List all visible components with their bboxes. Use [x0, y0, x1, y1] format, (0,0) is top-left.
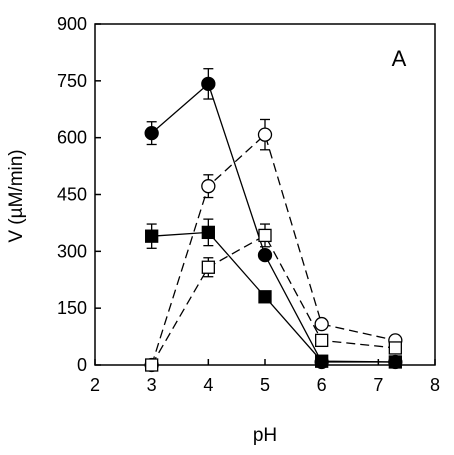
y-tick-label: 300 — [57, 241, 87, 261]
x-tick-label: 4 — [203, 375, 213, 395]
y-tick-label: 600 — [57, 128, 87, 148]
y-tick-label: 450 — [57, 185, 87, 205]
series-1-line — [151, 82, 396, 363]
x-tick-label: 8 — [430, 375, 440, 395]
x-tick-label: 7 — [373, 375, 383, 395]
series-2-line — [151, 133, 396, 366]
plot-frame — [94, 23, 436, 366]
data-point — [257, 127, 273, 142]
y-tick-label: 750 — [57, 71, 87, 91]
data-point — [314, 316, 329, 332]
data-point — [201, 225, 215, 240]
data-point — [144, 125, 159, 141]
series-4 — [145, 223, 402, 372]
x-tick-label: 6 — [317, 375, 327, 395]
series-layer — [144, 68, 403, 373]
y-tick-label: 900 — [57, 14, 87, 34]
y-tick-label: 150 — [57, 298, 87, 318]
x-axis-label: pH — [253, 425, 277, 446]
data-point — [388, 355, 402, 369]
data-point — [258, 290, 272, 304]
x-tick-label: 2 — [90, 375, 100, 395]
series-2 — [144, 118, 403, 373]
y-tick-label: 0 — [77, 355, 87, 375]
x-tick-label: 5 — [260, 375, 270, 395]
data-point — [145, 229, 159, 243]
data-point — [201, 179, 216, 194]
plot-border — [94, 23, 436, 366]
data-point — [388, 341, 402, 355]
panel-label: A — [392, 46, 407, 71]
data-point — [201, 260, 215, 274]
series-1 — [144, 68, 403, 370]
series-4-line — [151, 234, 396, 366]
data-point — [315, 354, 329, 368]
data-point — [258, 228, 272, 243]
data-point — [315, 333, 329, 348]
data-point — [201, 76, 216, 92]
data-point — [257, 247, 273, 263]
data-point — [145, 358, 159, 372]
y-axis-label: V (µM/min) — [6, 149, 27, 242]
y-axis-ticks: 0 150 300 450 600 750 900 — [57, 14, 101, 375]
x-tick-label: 3 — [147, 375, 157, 395]
series-3 — [145, 218, 402, 369]
